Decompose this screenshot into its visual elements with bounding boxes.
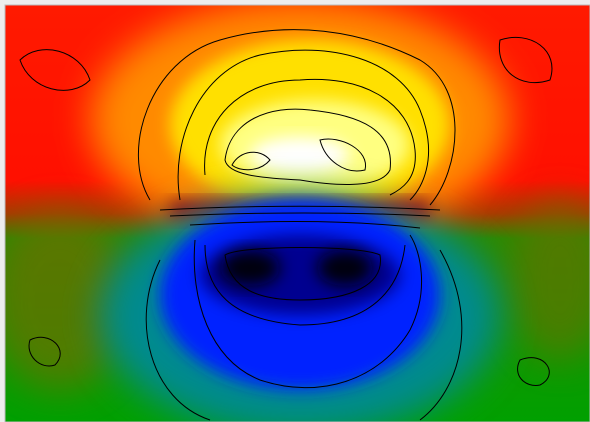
frame xyxy=(4,4,590,422)
contours xyxy=(19,29,553,421)
